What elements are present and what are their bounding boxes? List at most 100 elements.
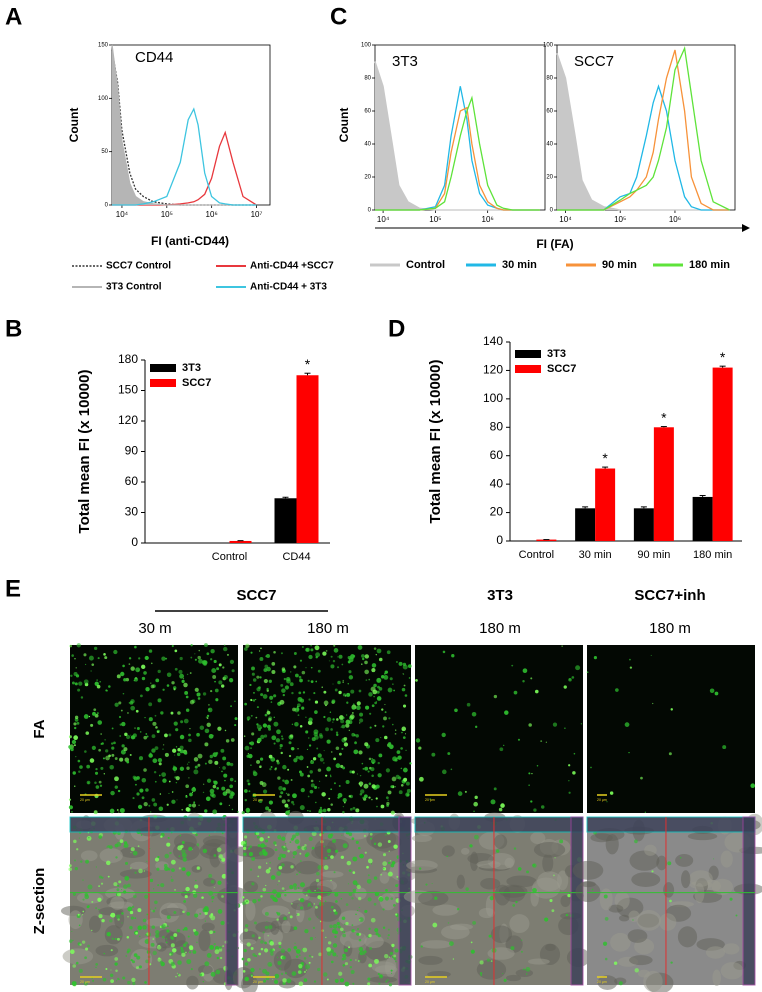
signal	[314, 785, 318, 789]
signal	[263, 723, 267, 728]
signal	[358, 938, 362, 942]
signal	[141, 796, 145, 800]
signal	[314, 645, 320, 651]
signal	[330, 664, 335, 669]
signal	[342, 681, 344, 683]
signal	[528, 784, 530, 786]
signal	[450, 768, 453, 771]
text: SCC7	[236, 587, 276, 604]
texture	[597, 975, 618, 990]
signal	[295, 950, 297, 952]
signal	[341, 724, 346, 729]
texture	[505, 974, 522, 982]
signal	[340, 752, 342, 755]
signal	[189, 946, 194, 951]
signal	[392, 947, 394, 949]
signal	[297, 748, 299, 750]
signal	[96, 679, 98, 681]
signal	[349, 958, 352, 962]
signal	[284, 779, 290, 785]
signal	[297, 696, 303, 702]
signal	[158, 957, 161, 960]
signal	[213, 886, 215, 889]
texture	[239, 938, 257, 945]
signal	[434, 896, 438, 900]
signal	[258, 952, 261, 956]
signal	[175, 746, 178, 748]
text: 10⁶	[669, 215, 681, 224]
signal	[138, 935, 141, 938]
signal	[259, 851, 264, 856]
signal	[87, 944, 90, 948]
signal	[368, 692, 373, 697]
texture	[487, 947, 515, 960]
signal	[230, 738, 235, 742]
signal	[534, 689, 539, 694]
signal	[398, 661, 403, 666]
signal	[266, 862, 268, 864]
texture	[95, 944, 119, 957]
signal	[143, 801, 148, 807]
signal	[267, 961, 273, 967]
signal	[295, 832, 300, 837]
arrow-head	[742, 224, 750, 232]
signal	[291, 834, 297, 839]
signal	[279, 795, 282, 798]
signal	[160, 883, 165, 888]
signal	[358, 919, 361, 921]
signal	[722, 745, 727, 750]
signal	[164, 866, 169, 872]
signal	[371, 774, 374, 778]
signal	[205, 716, 207, 718]
signal	[196, 843, 200, 846]
signal	[368, 782, 372, 786]
signal	[353, 734, 356, 737]
signal	[193, 801, 196, 804]
signal	[321, 792, 326, 797]
text: Count	[67, 108, 81, 143]
histogram-line	[557, 45, 730, 211]
signal	[228, 678, 234, 683]
signal	[310, 666, 313, 669]
signal	[377, 842, 383, 847]
error-bar	[582, 506, 589, 509]
signal	[123, 678, 127, 682]
signal	[244, 745, 250, 751]
signal	[110, 949, 113, 952]
legend-swatch	[515, 365, 541, 373]
signal	[170, 943, 175, 948]
signal	[318, 808, 323, 813]
signal	[74, 785, 76, 787]
signal	[253, 921, 257, 925]
signal	[312, 926, 316, 929]
signal	[315, 680, 318, 683]
signal	[293, 758, 298, 763]
signal	[274, 768, 277, 771]
signal	[257, 835, 260, 839]
signal	[159, 793, 162, 795]
bar	[692, 496, 713, 541]
signal	[182, 857, 187, 862]
signal	[355, 808, 360, 813]
signal	[357, 645, 363, 650]
signal	[364, 851, 367, 854]
texture	[627, 929, 648, 943]
signal	[241, 957, 245, 961]
signal	[74, 682, 78, 686]
signal	[220, 920, 225, 926]
signal	[88, 715, 91, 718]
signal	[275, 738, 281, 743]
signal	[152, 721, 157, 726]
signal	[334, 688, 338, 692]
signal	[216, 847, 222, 853]
signal	[195, 879, 197, 882]
signal	[368, 678, 371, 681]
signal	[105, 755, 110, 761]
signal	[314, 710, 318, 714]
signal	[278, 880, 281, 883]
text: Total mean FI (x 10000)	[427, 360, 444, 524]
signal	[298, 963, 303, 969]
signal	[192, 786, 196, 790]
signal	[132, 736, 136, 740]
signal	[402, 664, 408, 670]
